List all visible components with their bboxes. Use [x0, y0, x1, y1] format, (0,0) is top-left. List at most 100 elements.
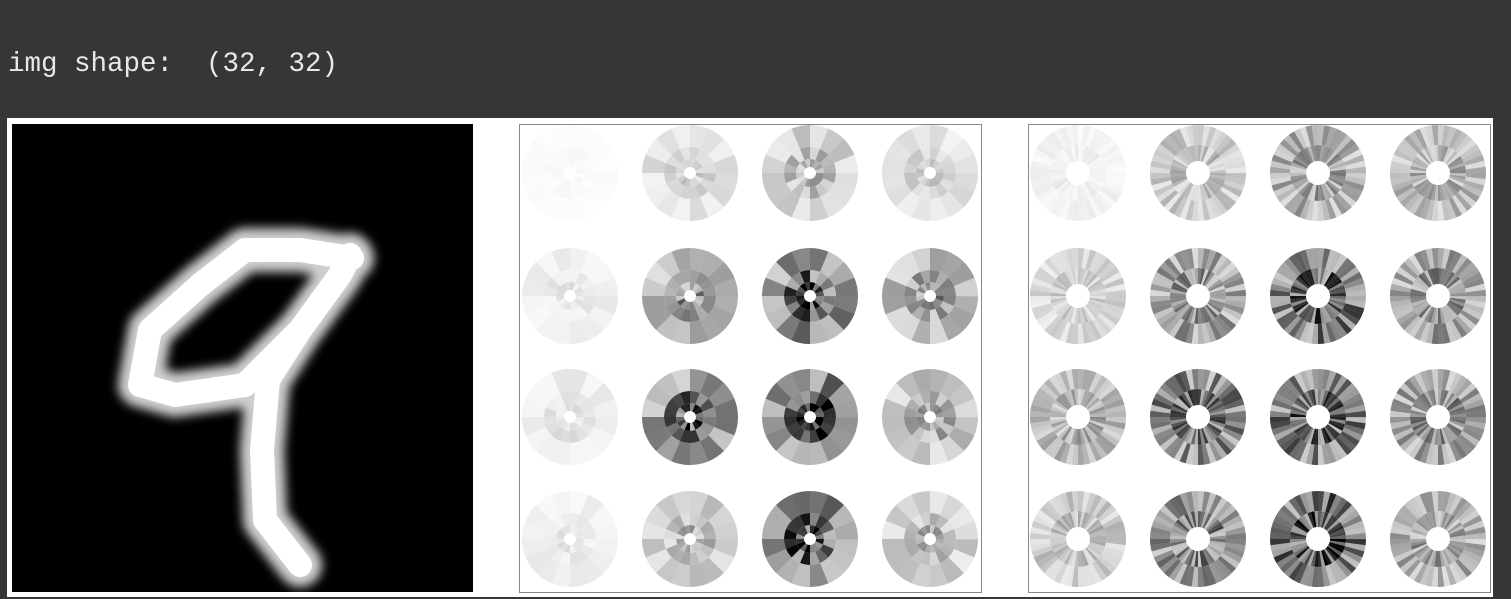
coefficient-sector: [1065, 323, 1075, 344]
coefficient-sector: [1163, 558, 1181, 578]
coefficient-sector: [1390, 532, 1411, 539]
coefficient-sector: [1393, 392, 1414, 407]
coefficient-sector: [671, 271, 685, 287]
coefficient-sector: [1207, 521, 1223, 534]
coefficient-sector: [690, 270, 701, 284]
coefficient-sector: [1465, 532, 1487, 540]
coefficient-sector: [1209, 292, 1227, 297]
coefficient-sector: [535, 557, 561, 584]
coefficient-sector: [1328, 525, 1344, 535]
coefficient-sector: [1318, 369, 1325, 390]
coefficient-sector: [560, 526, 568, 535]
coefficient-sector: [819, 435, 844, 462]
coefficient-sector: [525, 138, 552, 164]
coefficient-sector: [579, 251, 605, 278]
coefficient-sector: [1343, 520, 1365, 532]
coefficient-sector: [1310, 550, 1317, 567]
coefficient-sector: [1441, 566, 1451, 587]
coefficient-sector: [1205, 516, 1218, 531]
coefficient-sector: [765, 138, 792, 164]
coefficient-sector: [699, 277, 715, 291]
coefficient-sector: [1059, 249, 1071, 271]
coefficient-sector: [1465, 283, 1486, 293]
coefficient-sector: [1412, 421, 1428, 431]
coefficient-sector: [1332, 497, 1348, 517]
coefficient-sector: [1055, 424, 1070, 437]
coefficient-sector: [588, 139, 615, 164]
coefficient-sector: [911, 305, 925, 321]
coefficient-sector: [1209, 542, 1226, 550]
coefficient-sector: [1081, 200, 1091, 221]
coefficient-sector: [1179, 442, 1191, 464]
coefficient-sector: [924, 158, 931, 168]
coefficient-sector: [1448, 494, 1463, 515]
coefficient-sector: [1078, 511, 1082, 528]
coefficient-sector: [570, 159, 576, 168]
coefficient-sector: [1399, 189, 1419, 207]
coefficient-sector: [804, 158, 811, 168]
coefficient-sector: [1460, 387, 1480, 404]
coefficient-sector: [1170, 172, 1187, 177]
coefficient-sector: [1222, 427, 1243, 442]
coefficient-sector: [885, 426, 912, 451]
coefficient-sector: [1159, 312, 1179, 330]
coefficient-sector: [1089, 288, 1106, 295]
coefficient-sector: [1465, 539, 1486, 546]
coefficient-sector: [564, 301, 570, 310]
coefficient-sector: [642, 520, 667, 539]
coefficient-sector: [1185, 200, 1195, 221]
coefficient-sector: [1412, 543, 1428, 553]
coefficient-sector: [1449, 540, 1466, 547]
coefficient-sector: [1217, 556, 1237, 574]
coefficient-sector: [1325, 321, 1337, 343]
coefficient-sector: [1446, 153, 1461, 166]
coefficient-sector: [885, 305, 912, 330]
coefficient-sector: [579, 154, 595, 168]
coefficient-sector: [536, 251, 561, 278]
coefficient-sector: [935, 426, 949, 442]
coefficient-sector: [1317, 323, 1325, 345]
coefficient-sector: [800, 269, 811, 284]
coefficient-sector: [1340, 187, 1360, 203]
coefficient-sector: [692, 421, 700, 430]
coefficient-sector: [1194, 428, 1198, 445]
coefficient-sector: [1419, 321, 1431, 343]
coefficient-sector: [1410, 295, 1427, 300]
coefficient-sector: [1293, 422, 1309, 435]
coefficient-sector: [522, 277, 547, 296]
coefficient-sector: [1086, 519, 1101, 532]
coefficient-sector: [1088, 128, 1103, 149]
coefficient-sector: [1172, 300, 1188, 310]
coefficient-sector: [935, 290, 945, 297]
coefficient-sector: [1418, 304, 1431, 319]
coefficient-sector: [664, 528, 678, 539]
coefficient-sector: [695, 182, 709, 198]
coefficient-sector: [785, 301, 801, 315]
coefficient-sector: [1345, 283, 1366, 293]
coefficient-sector: [1442, 270, 1453, 286]
coefficient-sector: [1449, 292, 1467, 297]
coefficient-sector: [1343, 546, 1365, 558]
coefficient-sector: [695, 290, 705, 297]
coefficient-sector: [1170, 292, 1187, 296]
coefficient-sector: [776, 128, 801, 155]
coefficient-sector: [579, 435, 604, 462]
coefficient-sector: [1205, 394, 1218, 409]
coefficient-sector: [809, 422, 816, 432]
coefficient-sector: [522, 520, 547, 539]
coefficient-sector: [1217, 262, 1237, 280]
coefficient-sector: [1102, 515, 1123, 529]
coefficient-sector: [1418, 425, 1431, 440]
coefficient-sector: [1156, 186, 1176, 203]
coefficient-sector: [1307, 268, 1315, 285]
coefficient-sector: [1441, 145, 1449, 162]
coefficient-sector: [1172, 524, 1188, 535]
coefficient-sector: [1198, 511, 1202, 528]
coefficient-sector: [575, 514, 589, 530]
coefficient-sector: [1222, 149, 1243, 163]
coefficient-sector: [1454, 315, 1472, 335]
coefficient-sector: [1304, 513, 1314, 529]
coefficient-sector: [525, 548, 552, 573]
coefficient-sector: [1319, 550, 1326, 567]
coefficient-sector: [551, 440, 570, 465]
